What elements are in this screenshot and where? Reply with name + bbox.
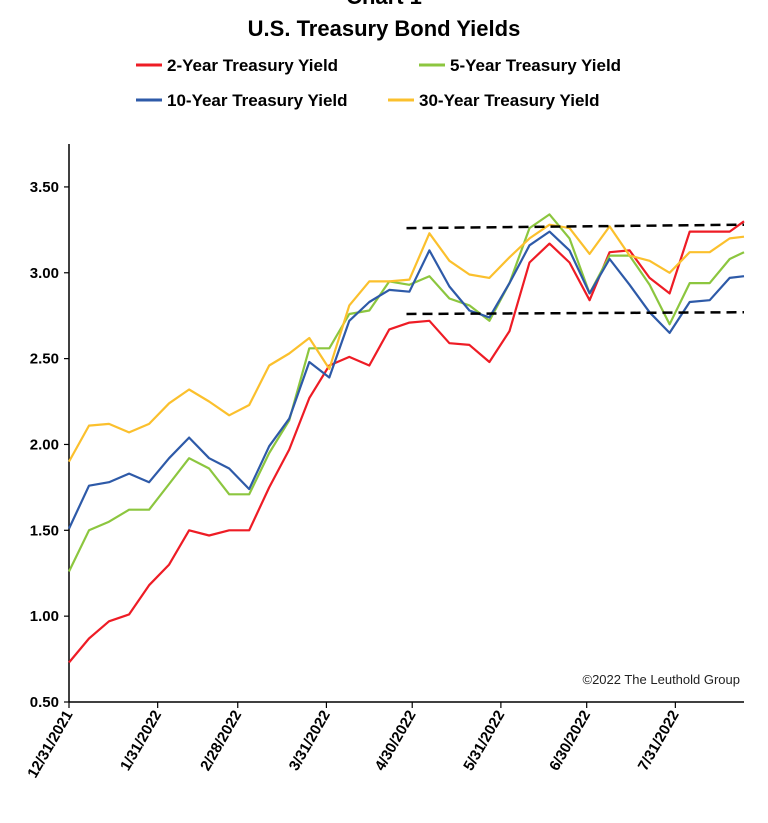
x-tick-label: 4/30/2022: [372, 708, 420, 774]
y-tick-label: 1.00: [30, 608, 59, 625]
series-layer: [68, 213, 745, 664]
legend-label: 2-Year Treasury Yield: [167, 56, 338, 75]
x-tick-label: 12/31/2021: [24, 708, 76, 782]
legend: 2-Year Treasury Yield 5-Year Treasury Yie…: [136, 56, 621, 110]
y-tick-label: 1.50: [30, 522, 59, 539]
y-axis: 0.50 1.00 1.50 2.00 2.50 3.00 3.50: [30, 179, 69, 711]
range-dashed-line-1: [406, 223, 745, 230]
y-tick-label: 2.00: [30, 436, 59, 453]
y-tick-label: 0.50: [30, 694, 59, 711]
y-tick-label: 2.50: [30, 351, 59, 368]
legend-label: 30-Year Treasury Yield: [419, 91, 600, 110]
x-tick-label: 6/30/2022: [546, 708, 594, 774]
copyright-note: ©2022 The Leuthold Group: [582, 672, 740, 687]
x-tick-label: 7/31/2022: [635, 708, 683, 774]
x-tick-label: 5/31/2022: [460, 708, 508, 774]
y-tick-label: 3.00: [30, 265, 59, 282]
series-line-4: [68, 223, 745, 463]
legend-label: 10-Year Treasury Yield: [167, 91, 348, 110]
x-tick-label: 1/31/2022: [117, 708, 165, 774]
range-dashed-line-2: [406, 311, 745, 316]
chart-title: U.S. Treasury Bond Yields: [248, 16, 521, 41]
x-axis: 12/31/2021 1/31/2022 2/28/2022 3/31/2022 4/3…: [24, 702, 683, 781]
series-line-2: [68, 213, 745, 572]
x-tick-label: 3/31/2022: [286, 708, 334, 774]
y-tick-label: 3.50: [30, 179, 59, 196]
legend-label: 5-Year Treasury Yield: [450, 56, 621, 75]
series-line-3: [68, 230, 745, 530]
x-tick-label: 2/28/2022: [197, 708, 245, 774]
series-line-1: [68, 220, 745, 664]
annotation-layer: [406, 223, 745, 316]
chart-title-top: Chart 1: [346, 0, 422, 9]
